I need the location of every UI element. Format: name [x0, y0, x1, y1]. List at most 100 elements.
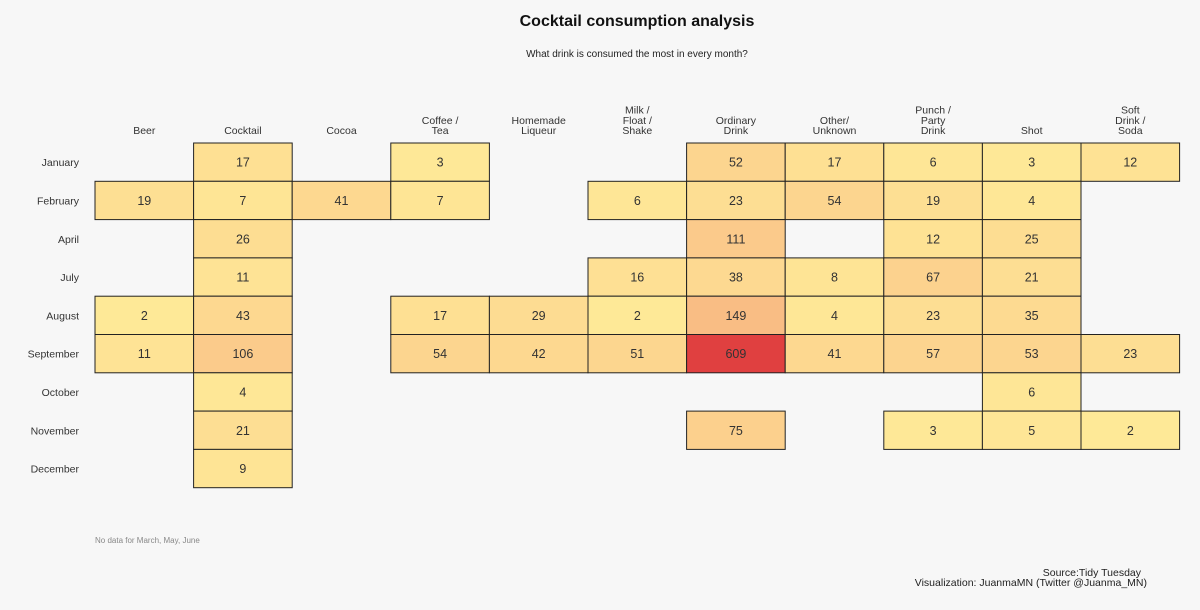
heatmap-cell [193, 142, 293, 182]
cell-value-label: 6 [634, 194, 641, 208]
cell-value-label: 7 [239, 194, 246, 208]
column-label: Drink [724, 125, 749, 137]
heatmap-cell [686, 257, 786, 297]
heatmap-cell [587, 334, 688, 374]
cell-value-label: 2 [634, 309, 641, 323]
heatmap-cell [784, 257, 885, 297]
cell-value-label: 35 [1025, 309, 1039, 323]
heatmap-cell [193, 334, 293, 374]
chart-subtitle: What drink is consumed the most in every… [526, 49, 748, 60]
cell-value-label: 23 [1123, 347, 1137, 361]
cell-value-label: 16 [630, 271, 644, 285]
cell-value-label: 19 [137, 194, 151, 208]
row-label: October [42, 387, 80, 399]
heatmap-cell [686, 334, 786, 374]
heatmap-cell [488, 295, 589, 336]
cell-value-label: 3 [1028, 156, 1035, 170]
cell-value-label: 609 [725, 347, 746, 361]
column-label: Soda [1118, 125, 1143, 137]
column-label: Beer [133, 125, 156, 137]
cell-value-label: 43 [236, 309, 250, 323]
heatmap-cell [784, 334, 885, 374]
cell-value-label: 11 [138, 347, 151, 361]
row-labels: January February April July August September O… [28, 157, 80, 475]
cell-value-label: 4 [239, 385, 246, 399]
cell-value-label: 75 [729, 424, 743, 438]
heatmap-cell [488, 334, 589, 374]
heatmap-cell [686, 219, 786, 259]
cell-value-label: 12 [926, 232, 940, 246]
heatmap-cell [686, 295, 786, 336]
heatmap-cell [390, 334, 490, 374]
cell-value-label: 106 [232, 347, 253, 361]
heatmap-cell [94, 334, 195, 374]
column-label: Unknown [813, 125, 857, 137]
heatmap-cell [291, 180, 392, 221]
cell-value-label: 7 [437, 194, 444, 208]
column-label: Drink / [1115, 115, 1145, 127]
row-label: August [46, 310, 79, 322]
cell-value-label: 25 [1025, 232, 1039, 246]
column-label: Drink [921, 125, 946, 137]
heatmap-cell [981, 410, 1082, 450]
heatmap-cell [883, 180, 983, 221]
row-label: December [31, 464, 80, 476]
column-label: Shake [622, 125, 652, 137]
column-label: Cocoa [326, 125, 357, 137]
cell-value-label: 11 [236, 271, 249, 285]
cell-value-label: 3 [930, 424, 937, 438]
cell-value-label: 2 [141, 309, 148, 323]
cell-value-label: 42 [532, 347, 546, 361]
heatmap-cell [686, 180, 786, 221]
heatmap-cell [587, 180, 688, 221]
heatmap-cell [390, 180, 490, 221]
cell-value-label: 41 [335, 194, 349, 208]
heatmap-cell [686, 410, 786, 450]
column-label: Party [921, 115, 946, 127]
column-label: Ordinary [716, 115, 757, 127]
cell-value-label: 67 [926, 271, 940, 285]
column-label: Milk / [625, 105, 650, 117]
column-label: Float / [623, 115, 652, 127]
cell-value-label: 53 [1025, 347, 1039, 361]
cell-value-label: 9 [239, 462, 246, 476]
column-label: Tea [432, 125, 449, 137]
heatmap-cell [193, 219, 293, 259]
cell-value-label: 4 [831, 309, 838, 323]
heatmap-cell [784, 180, 885, 221]
row-label: April [58, 234, 79, 246]
visualization-credit: Visualization: JuanmaMN (Twitter @Juanma… [915, 577, 1147, 589]
heatmap-cell [981, 180, 1082, 221]
cell-value-label: 149 [725, 309, 746, 323]
heatmap-cell [1080, 142, 1181, 182]
chart-title: Cocktail consumption analysis [520, 13, 755, 30]
source-credit: Source:Tidy Tuesday [1043, 567, 1142, 579]
heatmap-cell [784, 295, 885, 336]
cell-value-label: 21 [1025, 271, 1039, 285]
heatmap-cell [1080, 334, 1181, 374]
cell-value-label: 4 [1028, 194, 1035, 208]
cell-value-label: 26 [236, 232, 250, 246]
cell-value-label: 54 [828, 194, 842, 208]
heatmap-cell [981, 334, 1082, 374]
heatmap-cell [94, 295, 195, 336]
cell-value-label: 8 [831, 271, 838, 285]
column-label: Cocktail [224, 125, 261, 137]
heatmap-cell [883, 142, 983, 182]
cell-value-label: 12 [1123, 156, 1137, 170]
cell-value-label: 23 [926, 309, 940, 323]
column-label: Shot [1021, 125, 1043, 137]
heatmap-cell [587, 295, 688, 336]
column-label: Soft [1121, 105, 1140, 117]
cell-value-label: 17 [236, 156, 250, 170]
column-label: Liqueur [521, 125, 557, 137]
cell-value-label: 21 [236, 424, 250, 438]
cell-value-label: 111 [726, 232, 745, 246]
row-label: July [60, 272, 79, 284]
cell-value-label: 5 [1028, 424, 1035, 438]
column-label: Punch / [915, 105, 951, 117]
heatmap-cell [193, 372, 293, 412]
cell-value-label: 29 [532, 309, 546, 323]
